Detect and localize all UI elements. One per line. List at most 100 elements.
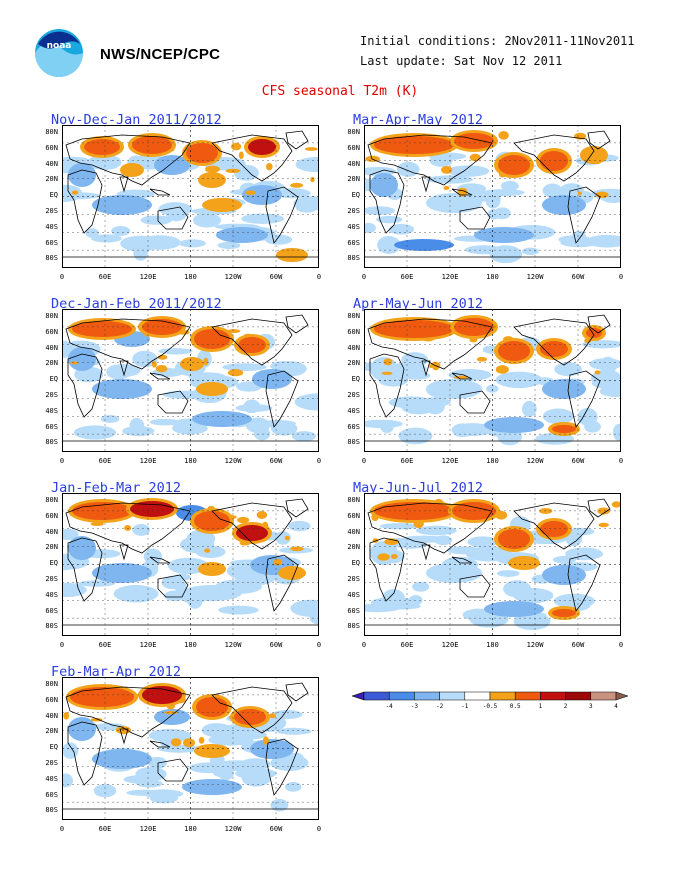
coastline	[421, 176, 431, 193]
cool-anomaly-region	[377, 236, 401, 254]
panel-title: Mar-Apr-May 2012	[353, 112, 484, 128]
cool-anomaly-region	[396, 161, 420, 177]
lat-tick-label: 60N	[45, 143, 58, 152]
warm-anomaly-region	[202, 175, 222, 185]
cool-anomaly-region	[484, 601, 544, 617]
cool-anomaly-region	[201, 723, 232, 738]
warm-anomaly-region	[200, 385, 224, 393]
cool-anomaly-region	[276, 727, 312, 735]
lon-tick-label: 180	[184, 457, 197, 465]
lon-tick-label: 120E	[441, 641, 459, 649]
lat-tick-label: 40N	[45, 527, 58, 536]
cool-anomaly-region	[92, 379, 152, 399]
cool-anomaly-region	[391, 362, 427, 376]
panel-title: Feb-Mar-Apr 2012	[51, 664, 182, 680]
warm-anomaly-region	[390, 553, 398, 560]
cool-anomaly-region	[309, 610, 319, 625]
lat-tick-label: 60S	[45, 238, 58, 247]
coastline	[367, 502, 493, 554]
coastline	[157, 206, 189, 230]
warm-anomaly-region	[70, 361, 79, 365]
warm-anomaly-region	[230, 142, 242, 151]
cool-anomaly-region	[68, 163, 96, 187]
lat-tick-label: 40N	[45, 159, 58, 168]
cool-anomaly-region	[370, 541, 398, 565]
coastline	[513, 318, 595, 366]
colorbar-label: 4	[614, 703, 618, 710]
lon-tick-label: 120E	[139, 273, 157, 281]
lat-tick-label: 80N	[347, 496, 360, 504]
logo-text: noaa	[47, 41, 72, 51]
map-panel: Apr-May-Jun 2012 80N 60N 40N 20N EQ 20S 40S 60S 8…	[347, 296, 640, 471]
lon-tick-label: 120E	[441, 273, 459, 281]
colorbar-swatch	[464, 691, 491, 701]
cool-anomaly-region	[68, 347, 96, 371]
warm-anomaly-region	[598, 522, 609, 528]
lat-tick-label: 60N	[45, 511, 58, 520]
warm-anomaly-region	[284, 535, 290, 541]
lat-tick-label: 80N	[45, 680, 58, 688]
cool-anomaly-region	[370, 173, 398, 197]
cool-anomaly-region	[364, 206, 396, 215]
cool-anomaly-region	[140, 215, 173, 225]
cool-anomaly-region	[158, 348, 193, 355]
lat-tick-label: 20S	[347, 207, 360, 215]
warm-anomaly-region	[383, 358, 393, 366]
cool-anomaly-region	[62, 742, 79, 759]
cool-anomaly-region	[78, 580, 116, 587]
lon-tick-label: 60W	[571, 273, 585, 281]
coastline	[459, 390, 491, 414]
warm-anomaly-region	[597, 507, 610, 515]
warm-anomaly-region	[206, 201, 238, 209]
warm-anomaly-region	[170, 738, 182, 747]
warm-anomaly-region	[194, 511, 230, 531]
coastline	[567, 554, 601, 612]
warm-anomaly-region	[184, 360, 200, 368]
cool-anomaly-region	[62, 773, 73, 788]
cool-anomaly-region	[553, 593, 595, 609]
lon-tick-label: 120W	[224, 457, 242, 465]
lon-tick-label: 0	[618, 641, 624, 649]
anomaly-map	[364, 125, 621, 268]
warm-anomaly-region	[432, 366, 439, 371]
colorbar-label: -1	[461, 703, 469, 710]
cool-anomaly-region	[154, 709, 190, 725]
warm-anomaly-region	[429, 364, 434, 369]
warm-anomaly-region	[186, 143, 218, 163]
coastline	[451, 372, 473, 380]
coastline	[149, 188, 171, 196]
lon-tick-label: 180	[184, 825, 197, 833]
map-frame	[364, 125, 621, 268]
cool-anomaly-region	[500, 180, 519, 192]
coastline	[587, 498, 611, 518]
coastline	[587, 130, 611, 150]
warm-anomaly-region	[70, 687, 134, 707]
lon-tick-label: 60W	[269, 641, 283, 649]
map-panel: Nov-Dec-Jan 2011/2012 80N 60N 40N 20N EQ 20S 40…	[45, 112, 338, 287]
lat-tick-label: 60N	[45, 695, 58, 704]
coastline	[567, 186, 601, 244]
map-frame	[364, 493, 621, 636]
warm-anomaly-region	[194, 329, 230, 349]
lon-tick-label: 120E	[139, 457, 157, 465]
lat-tick-label: 20S	[347, 575, 360, 583]
cool-anomaly-region	[395, 537, 427, 549]
lat-tick-label: 20N	[45, 359, 58, 368]
cool-anomaly-region	[182, 585, 242, 601]
warm-anomaly-region	[245, 190, 257, 196]
cool-anomaly-region	[217, 241, 241, 250]
cool-anomaly-region	[135, 766, 167, 782]
colorbar-swatch	[414, 691, 440, 701]
warm-anomaly-region	[132, 136, 172, 154]
lon-tick-label: 120E	[139, 825, 157, 833]
warm-anomaly-region	[498, 131, 509, 140]
warm-anomaly-region	[498, 341, 530, 361]
warm-anomaly-region	[310, 176, 315, 183]
cool-anomaly-region	[446, 546, 482, 555]
cool-anomaly-region	[164, 590, 186, 602]
cool-anomaly-region	[447, 165, 490, 177]
cool-anomaly-region	[142, 789, 184, 799]
colorbar-swatch	[489, 691, 516, 701]
cool-anomaly-region	[111, 225, 131, 236]
colorbar-swatch	[565, 691, 592, 701]
